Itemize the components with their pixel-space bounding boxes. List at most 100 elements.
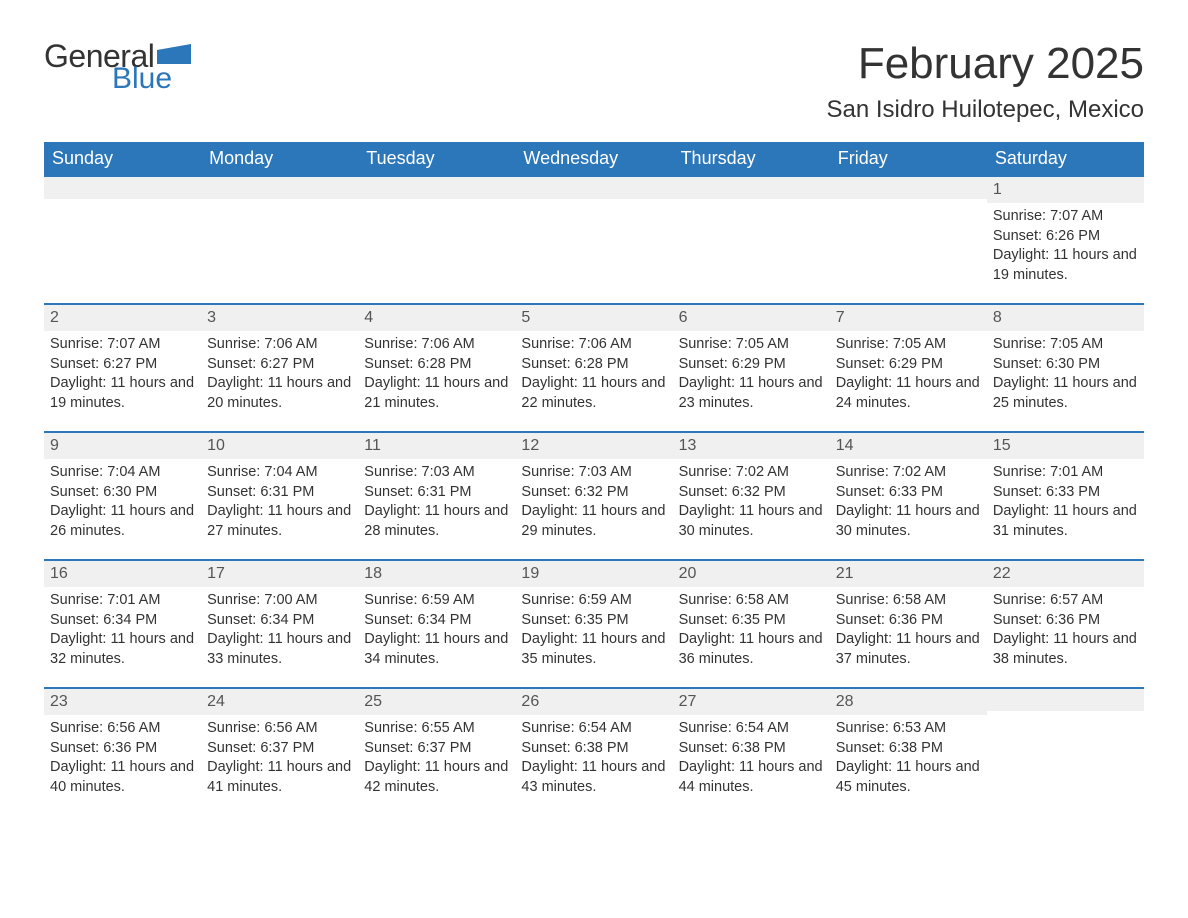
title-block: February 2025 San Isidro Huilotepec, Mex… [827,40,1144,124]
day-body [987,711,1144,725]
day-number: 1 [987,177,1144,203]
day-number [358,177,515,199]
sunrise-line: Sunrise: 7:05 AM [836,335,981,355]
day-number [201,177,358,199]
calendar-day: 9Sunrise: 7:04 AMSunset: 6:30 PMDaylight… [44,433,201,559]
calendar-week: 2Sunrise: 7:07 AMSunset: 6:27 PMDaylight… [44,303,1144,431]
day-body [201,199,358,213]
calendar-day: 22Sunrise: 6:57 AMSunset: 6:36 PMDayligh… [987,561,1144,687]
brand-logo: General Blue [44,40,191,94]
day-body: Sunrise: 6:54 AMSunset: 6:38 PMDaylight:… [515,715,672,807]
sunrise-line: Sunrise: 6:56 AM [207,719,352,739]
sunset-line: Sunset: 6:32 PM [679,483,824,503]
sunrise-line: Sunrise: 6:59 AM [364,591,509,611]
day-number: 9 [44,433,201,459]
day-body: Sunrise: 7:03 AMSunset: 6:32 PMDaylight:… [515,459,672,551]
sunset-line: Sunset: 6:37 PM [364,739,509,759]
day-body: Sunrise: 7:04 AMSunset: 6:30 PMDaylight:… [44,459,201,551]
calendar-day: 4Sunrise: 7:06 AMSunset: 6:28 PMDaylight… [358,305,515,431]
sunset-line: Sunset: 6:36 PM [993,611,1138,631]
sunset-line: Sunset: 6:28 PM [521,355,666,375]
day-number [515,177,672,199]
sunrise-line: Sunrise: 7:01 AM [993,463,1138,483]
sunset-line: Sunset: 6:34 PM [364,611,509,631]
day-number: 7 [830,305,987,331]
daylight-line: Daylight: 11 hours and 31 minutes. [993,502,1138,541]
calendar-day: 15Sunrise: 7:01 AMSunset: 6:33 PMDayligh… [987,433,1144,559]
sunset-line: Sunset: 6:31 PM [207,483,352,503]
day-body: Sunrise: 6:56 AMSunset: 6:37 PMDaylight:… [201,715,358,807]
calendar-day: 1Sunrise: 7:07 AMSunset: 6:26 PMDaylight… [987,177,1144,303]
sunset-line: Sunset: 6:34 PM [207,611,352,631]
sunrise-line: Sunrise: 6:54 AM [679,719,824,739]
daylight-line: Daylight: 11 hours and 22 minutes. [521,374,666,413]
sunrise-line: Sunrise: 7:04 AM [50,463,195,483]
daylight-line: Daylight: 11 hours and 19 minutes. [993,246,1138,285]
sunrise-line: Sunrise: 7:06 AM [207,335,352,355]
sunset-line: Sunset: 6:38 PM [521,739,666,759]
day-number [830,177,987,199]
daylight-line: Daylight: 11 hours and 24 minutes. [836,374,981,413]
daylight-line: Daylight: 11 hours and 34 minutes. [364,630,509,669]
day-body: Sunrise: 7:05 AMSunset: 6:29 PMDaylight:… [673,331,830,423]
day-body: Sunrise: 7:06 AMSunset: 6:27 PMDaylight:… [201,331,358,423]
day-number: 18 [358,561,515,587]
day-number: 25 [358,689,515,715]
sunset-line: Sunset: 6:33 PM [836,483,981,503]
calendar-day: 20Sunrise: 6:58 AMSunset: 6:35 PMDayligh… [673,561,830,687]
day-body: Sunrise: 6:59 AMSunset: 6:34 PMDaylight:… [358,587,515,679]
daylight-line: Daylight: 11 hours and 28 minutes. [364,502,509,541]
day-body: Sunrise: 7:06 AMSunset: 6:28 PMDaylight:… [515,331,672,423]
calendar-day: 3Sunrise: 7:06 AMSunset: 6:27 PMDaylight… [201,305,358,431]
day-number: 10 [201,433,358,459]
day-body [44,199,201,213]
sunset-line: Sunset: 6:36 PM [836,611,981,631]
calendar-day-empty [987,689,1144,815]
day-number: 26 [515,689,672,715]
day-number: 2 [44,305,201,331]
day-number [673,177,830,199]
sunrise-line: Sunrise: 6:54 AM [521,719,666,739]
day-body: Sunrise: 6:56 AMSunset: 6:36 PMDaylight:… [44,715,201,807]
sunrise-line: Sunrise: 7:07 AM [993,207,1138,227]
brand-word2: Blue [112,64,191,94]
calendar-day: 26Sunrise: 6:54 AMSunset: 6:38 PMDayligh… [515,689,672,815]
calendar-day: 6Sunrise: 7:05 AMSunset: 6:29 PMDaylight… [673,305,830,431]
sunset-line: Sunset: 6:37 PM [207,739,352,759]
sunset-line: Sunset: 6:38 PM [836,739,981,759]
sunset-line: Sunset: 6:35 PM [679,611,824,631]
calendar-day: 2Sunrise: 7:07 AMSunset: 6:27 PMDaylight… [44,305,201,431]
day-number: 15 [987,433,1144,459]
day-number: 19 [515,561,672,587]
day-body [515,199,672,213]
daylight-line: Daylight: 11 hours and 36 minutes. [679,630,824,669]
sunrise-line: Sunrise: 6:56 AM [50,719,195,739]
day-body: Sunrise: 6:55 AMSunset: 6:37 PMDaylight:… [358,715,515,807]
day-number: 22 [987,561,1144,587]
calendar-week: 1Sunrise: 7:07 AMSunset: 6:26 PMDaylight… [44,175,1144,303]
day-number: 17 [201,561,358,587]
calendar-day: 14Sunrise: 7:02 AMSunset: 6:33 PMDayligh… [830,433,987,559]
day-body: Sunrise: 7:01 AMSunset: 6:34 PMDaylight:… [44,587,201,679]
sunset-line: Sunset: 6:32 PM [521,483,666,503]
calendar-day: 10Sunrise: 7:04 AMSunset: 6:31 PMDayligh… [201,433,358,559]
daylight-line: Daylight: 11 hours and 42 minutes. [364,758,509,797]
day-body: Sunrise: 7:05 AMSunset: 6:29 PMDaylight:… [830,331,987,423]
month-title: February 2025 [827,40,1144,88]
day-number: 16 [44,561,201,587]
daylight-line: Daylight: 11 hours and 40 minutes. [50,758,195,797]
calendar-day: 19Sunrise: 6:59 AMSunset: 6:35 PMDayligh… [515,561,672,687]
day-body: Sunrise: 7:04 AMSunset: 6:31 PMDaylight:… [201,459,358,551]
sunset-line: Sunset: 6:27 PM [207,355,352,375]
daylight-line: Daylight: 11 hours and 32 minutes. [50,630,195,669]
day-number: 5 [515,305,672,331]
calendar-day: 27Sunrise: 6:54 AMSunset: 6:38 PMDayligh… [673,689,830,815]
day-body: Sunrise: 7:07 AMSunset: 6:26 PMDaylight:… [987,203,1144,295]
sunset-line: Sunset: 6:30 PM [50,483,195,503]
sunrise-line: Sunrise: 6:55 AM [364,719,509,739]
location-label: San Isidro Huilotepec, Mexico [827,96,1144,124]
day-body: Sunrise: 6:58 AMSunset: 6:36 PMDaylight:… [830,587,987,679]
sunrise-line: Sunrise: 7:04 AM [207,463,352,483]
day-body [358,199,515,213]
sunrise-line: Sunrise: 7:03 AM [521,463,666,483]
